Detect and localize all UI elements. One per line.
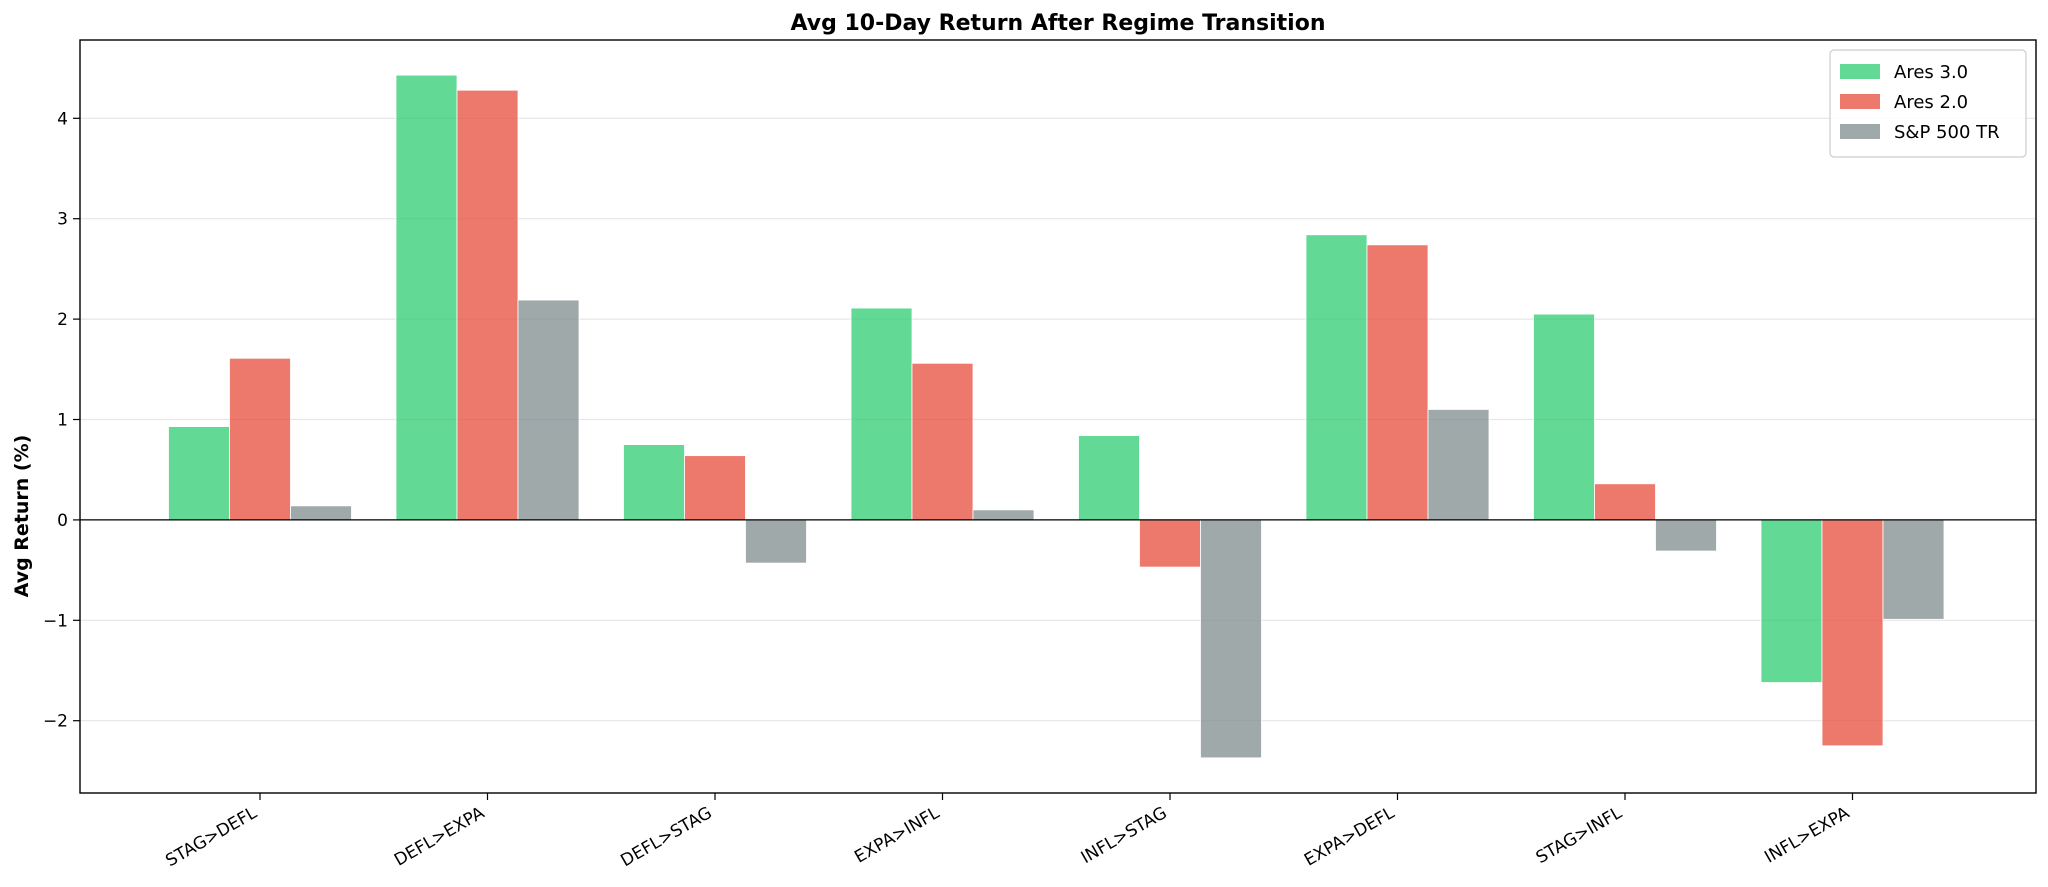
bar-ares-3-0-expa-infl: [850, 307, 913, 521]
bar-s-p-500-tr-stag-defl: [290, 505, 352, 521]
x-tick-label: DEFL>EXPA: [391, 803, 488, 871]
x-tick-label: STAG>INFL: [1533, 803, 1626, 868]
x-tick-label: INFL>STAG: [1078, 803, 1171, 868]
x-tick-label: DEFL>STAG: [617, 803, 715, 871]
legend-label: Ares 3.0: [1894, 62, 1968, 83]
grid-lines: [80, 117, 2036, 722]
bar-ares-3-0-defl-expa: [395, 74, 458, 521]
bar-ares-2-0-expa-defl: [1366, 244, 1429, 521]
legend-swatch: [1840, 94, 1880, 109]
y-tick-label: 1: [57, 411, 68, 431]
axes: [79, 39, 2037, 794]
chart-title: Avg 10-Day Return After Regime Transitio…: [791, 11, 1326, 36]
x-tick-label: STAG>DEFL: [162, 803, 261, 871]
y-tick-label: 4: [57, 109, 68, 129]
bar-ares-2-0-defl-stag: [684, 455, 746, 521]
plot-frame: [79, 39, 2037, 794]
bar-ares-2-0-defl-expa: [456, 89, 519, 521]
y-tick-label: 2: [57, 310, 68, 330]
bar-ares-2-0-expa-infl: [911, 362, 974, 521]
bar-ares-2-0-stag-defl: [229, 357, 291, 521]
bar-s-p-500-tr-defl-stag: [745, 519, 807, 564]
y-tick-label: 0: [57, 511, 68, 531]
legend-label: Ares 2.0: [1894, 92, 1968, 113]
y-axis-label: Avg Return (%): [11, 435, 33, 598]
y-tick-label: 3: [57, 210, 68, 230]
bars: [168, 74, 1945, 759]
bar-s-p-500-tr-expa-infl: [972, 509, 1035, 521]
x-tick-label: EXPA>INFL: [851, 803, 943, 868]
bar-s-p-500-tr-expa-defl: [1427, 409, 1490, 521]
bar-ares-2-0-infl-stag: [1139, 519, 1201, 568]
bar-ares-3-0-infl-stag: [1078, 435, 1140, 521]
bar-ares-2-0-stag-infl: [1594, 483, 1656, 521]
bar-ares-3-0-defl-stag: [623, 444, 685, 521]
x-tick-label: INFL>EXPA: [1761, 803, 1853, 868]
legend-swatch: [1840, 64, 1880, 79]
bar-s-p-500-tr-infl-stag: [1200, 519, 1262, 759]
bar-s-p-500-tr-stag-infl: [1655, 519, 1717, 552]
legend: Ares 3.0 Ares 2.0 S&P 500 TR: [1829, 49, 2027, 158]
y-tick-label: −1: [43, 611, 68, 631]
bar-ares-3-0-stag-infl: [1533, 313, 1595, 521]
x-tick-label: EXPA>DEFL: [1301, 803, 1398, 871]
legend-label: S&P 500 TR: [1894, 122, 2000, 143]
bar-ares-2-0-infl-expa: [1821, 519, 1884, 747]
legend-swatch: [1840, 124, 1880, 139]
bar-ares-3-0-infl-expa: [1760, 519, 1823, 683]
bar-ares-3-0-expa-defl: [1305, 234, 1368, 521]
y-tick-label: −2: [43, 712, 68, 732]
bar-s-p-500-tr-defl-expa: [517, 299, 580, 521]
bar-ares-3-0-stag-defl: [168, 426, 230, 521]
bar-s-p-500-tr-infl-expa: [1882, 519, 1945, 620]
